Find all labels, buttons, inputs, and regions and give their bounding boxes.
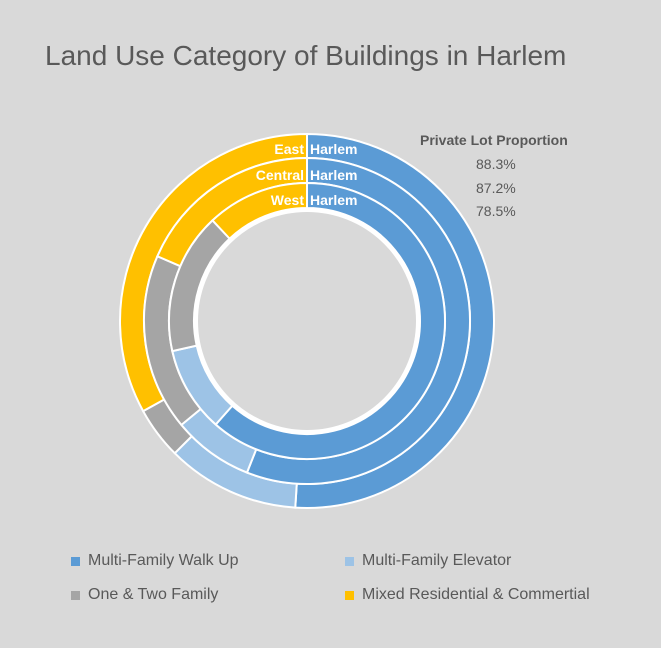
legend-swatch-elevator (345, 556, 354, 566)
private-lot-proportion-east: 88.3% (476, 156, 516, 172)
legend-label: One & Two Family (88, 586, 219, 603)
legend-swatch-one-two-family (71, 590, 80, 600)
private-lot-proportion-title: Private Lot Proportion (420, 132, 568, 148)
legend-label: Multi-Family Elevator (362, 552, 512, 569)
ring-label-east-harlem-suffix: Harlem (310, 141, 357, 157)
ring-label-central-harlem-prefix: Central (256, 167, 304, 183)
ring-label-west-harlem-suffix: Harlem (310, 192, 357, 208)
legend-label: Multi-Family Walk Up (88, 552, 239, 569)
legend-swatch-mixed (345, 590, 354, 600)
legend-swatch-walk-up (71, 556, 80, 566)
ring-label-east-harlem-prefix: East (274, 141, 304, 157)
legend-label: Mixed Residential & Commertial (362, 586, 590, 603)
chart-title: Land Use Category of Buildings in Harlem (45, 40, 567, 71)
private-lot-proportion-west: 78.5% (476, 203, 516, 219)
legend-item-multi-family-elevator: Multi-Family Elevator (345, 552, 511, 570)
private-lot-proportion-central: 87.2% (476, 180, 516, 196)
donut-inner-edge (194, 208, 420, 434)
legend-item-mixed-residential-commertial: Mixed Residential & Commertial (345, 586, 590, 604)
legend-item-multi-family-walk-up: Multi-Family Walk Up (71, 552, 239, 570)
ring-label-central-harlem-suffix: Harlem (310, 167, 357, 183)
legend-item-one-two-family: One & Two Family (71, 586, 218, 604)
ring-label-west-harlem-prefix: West (271, 192, 305, 208)
